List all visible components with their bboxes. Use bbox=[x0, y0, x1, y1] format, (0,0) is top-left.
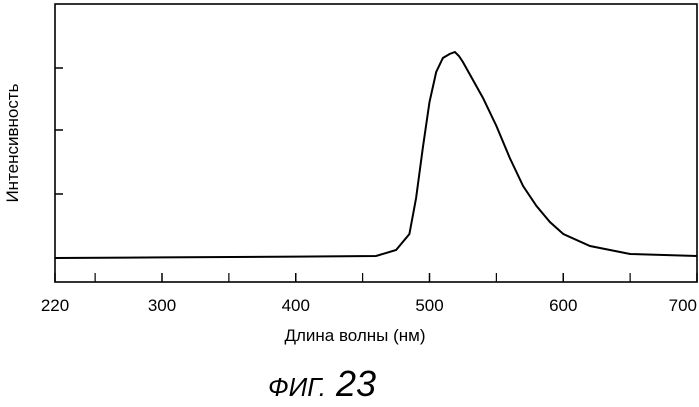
series-line bbox=[55, 52, 697, 258]
plot-frame bbox=[55, 4, 697, 282]
x-axis-label: Длина волны (нм) bbox=[284, 326, 425, 345]
x-tick-label: 700 bbox=[669, 296, 697, 315]
figure-caption-prefix: ФИГ. bbox=[268, 372, 326, 402]
x-tick-label: 500 bbox=[415, 296, 443, 315]
x-tick-label: 300 bbox=[148, 296, 176, 315]
y-axis-ticks bbox=[55, 68, 63, 258]
x-axis-tick-labels: 220 300 400 500 600 700 bbox=[41, 296, 697, 315]
x-tick-label: 220 bbox=[41, 296, 69, 315]
x-tick-label: 400 bbox=[282, 296, 310, 315]
figure-caption-number: 23 bbox=[335, 363, 376, 404]
x-axis-ticks bbox=[55, 273, 697, 282]
y-axis-label: Интенсивность bbox=[3, 83, 22, 202]
x-tick-label: 600 bbox=[549, 296, 577, 315]
